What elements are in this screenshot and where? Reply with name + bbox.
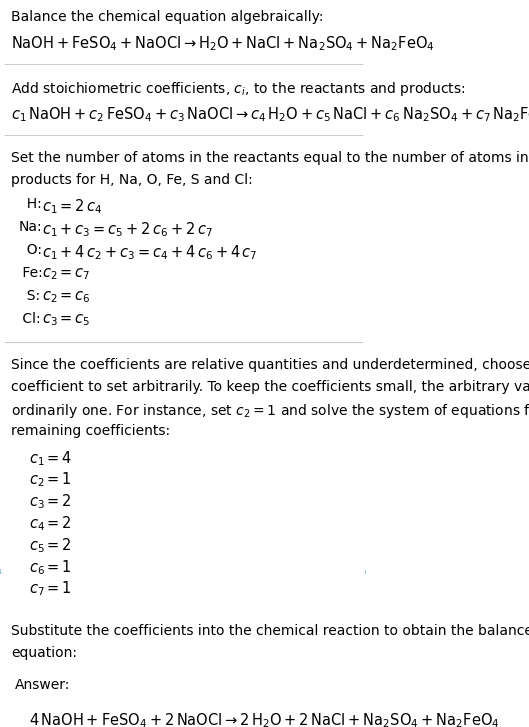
Text: Answer:: Answer: bbox=[15, 678, 70, 692]
Text: $c_3 = c_5$: $c_3 = c_5$ bbox=[42, 312, 91, 328]
Text: Add stoichiometric coefficients, $c_i$, to the reactants and products:: Add stoichiometric coefficients, $c_i$, … bbox=[11, 81, 466, 98]
Text: Set the number of atoms in the reactants equal to the number of atoms in the: Set the number of atoms in the reactants… bbox=[11, 151, 529, 165]
Text: H:: H: bbox=[19, 198, 42, 212]
Text: $c_7 = 1$: $c_7 = 1$ bbox=[29, 579, 72, 598]
Text: $c_3 = 2$: $c_3 = 2$ bbox=[29, 492, 72, 511]
Text: coefficient to set arbitrarily. To keep the coefficients small, the arbitrary va: coefficient to set arbitrarily. To keep … bbox=[11, 380, 529, 394]
FancyBboxPatch shape bbox=[0, 569, 367, 672]
Text: $c_4 = 2$: $c_4 = 2$ bbox=[29, 514, 72, 533]
Text: $4\,\mathrm{NaOH} + \mathrm{FeSO_4} + 2\,\mathrm{NaOCl} \rightarrow 2\,\mathrm{H: $4\,\mathrm{NaOH} + \mathrm{FeSO_4} + 2\… bbox=[29, 712, 500, 727]
Text: $c_5 = 2$: $c_5 = 2$ bbox=[29, 536, 72, 555]
Text: $c_6 = 1$: $c_6 = 1$ bbox=[29, 558, 72, 577]
Text: S:: S: bbox=[19, 289, 40, 303]
Text: $\mathrm{NaOH + FeSO_4 + NaOCl} \rightarrow \mathrm{H_2O + NaCl + Na_2SO_4 + Na_: $\mathrm{NaOH + FeSO_4 + NaOCl} \rightar… bbox=[11, 34, 435, 53]
Text: Substitute the coefficients into the chemical reaction to obtain the balanced: Substitute the coefficients into the che… bbox=[11, 624, 529, 638]
Text: $c_2 = c_7$: $c_2 = c_7$ bbox=[42, 266, 91, 282]
Text: $c_2 = 1$: $c_2 = 1$ bbox=[29, 470, 72, 489]
Text: products for H, Na, O, Fe, S and Cl:: products for H, Na, O, Fe, S and Cl: bbox=[11, 173, 253, 187]
Text: Cl:: Cl: bbox=[19, 312, 41, 326]
Text: $c_1\,\mathrm{NaOH} + c_2\,\mathrm{FeSO_4} + c_3\,\mathrm{NaOCl} \rightarrow c_4: $c_1\,\mathrm{NaOH} + c_2\,\mathrm{FeSO_… bbox=[11, 105, 529, 124]
Text: $c_1 + 4\,c_2 + c_3 = c_4 + 4\,c_6 + 4\,c_7$: $c_1 + 4\,c_2 + c_3 = c_4 + 4\,c_6 + 4\,… bbox=[42, 244, 258, 262]
Text: $c_1 = 2\,c_4$: $c_1 = 2\,c_4$ bbox=[42, 198, 103, 216]
Text: remaining coefficients:: remaining coefficients: bbox=[11, 424, 170, 438]
Text: $c_1 = 4$: $c_1 = 4$ bbox=[29, 449, 72, 467]
Text: Fe:: Fe: bbox=[19, 266, 43, 281]
Text: O:: O: bbox=[19, 244, 42, 257]
Text: ordinarily one. For instance, set $c_2 = 1$ and solve the system of equations fo: ordinarily one. For instance, set $c_2 =… bbox=[11, 402, 529, 419]
Text: Balance the chemical equation algebraically:: Balance the chemical equation algebraica… bbox=[11, 9, 324, 24]
Text: equation:: equation: bbox=[11, 646, 77, 660]
Text: Na:: Na: bbox=[19, 220, 42, 234]
Text: $c_1 + c_3 = c_5 + 2\,c_6 + 2\,c_7$: $c_1 + c_3 = c_5 + 2\,c_6 + 2\,c_7$ bbox=[42, 220, 213, 239]
Text: $c_2 = c_6$: $c_2 = c_6$ bbox=[42, 289, 91, 305]
Text: Since the coefficients are relative quantities and underdetermined, choose a: Since the coefficients are relative quan… bbox=[11, 358, 529, 372]
